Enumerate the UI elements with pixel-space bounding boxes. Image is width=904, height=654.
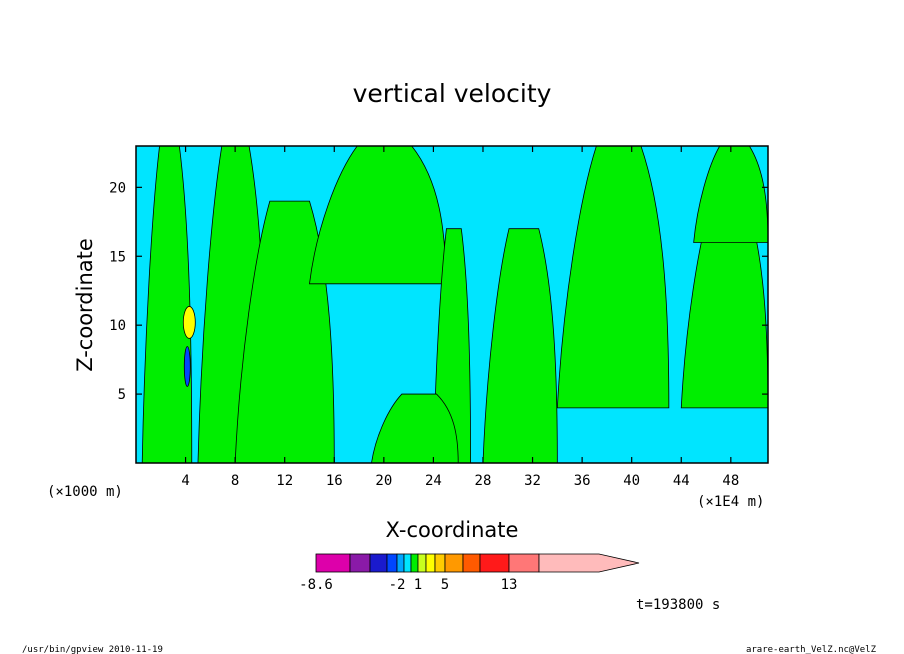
colorbar-cell <box>369 553 388 573</box>
x-tick-label: 12 <box>276 473 293 489</box>
colorbar-cell <box>462 553 481 573</box>
x-tick-label: 40 <box>623 473 640 489</box>
upward-region <box>556 146 670 409</box>
plot-area <box>135 145 769 464</box>
x-tick-label: 16 <box>326 473 343 489</box>
x-unit-left: (×1000 m) <box>47 484 123 500</box>
upward-region <box>309 146 447 285</box>
y-axis-label: Z-coordinate <box>73 238 97 372</box>
upward-region <box>141 146 193 463</box>
upward-region <box>693 146 768 243</box>
colorbar-cell <box>315 553 351 573</box>
colorbar-cell <box>403 553 412 573</box>
colorbar-cell <box>349 553 371 573</box>
plot-frame <box>135 145 769 464</box>
colorbar-tick-label: 5 <box>441 577 449 593</box>
x-tick-label: 4 <box>181 473 189 489</box>
chart-title: vertical velocity <box>353 79 552 108</box>
upward-region <box>482 228 558 463</box>
x-tick-label: 20 <box>375 473 392 489</box>
colorbar-cell <box>434 553 446 573</box>
downdraft-core <box>183 346 191 387</box>
x-unit-right: (×1E4 m) <box>697 494 764 510</box>
colorbar-cell <box>508 553 540 573</box>
colorbar-tick-label: 13 <box>501 577 518 593</box>
colorbar-cell <box>417 553 427 573</box>
colorbar-cell <box>386 553 398 573</box>
colorbar-cell <box>410 553 419 573</box>
y-tick-label: 20 <box>109 180 126 196</box>
x-tick-label: 8 <box>231 473 239 489</box>
time-label: t=193800 s <box>636 597 720 613</box>
x-tick-label: 44 <box>673 473 690 489</box>
colorbar-cell <box>538 553 640 573</box>
colorbar-cell <box>425 553 436 573</box>
x-tick-label: 28 <box>475 473 492 489</box>
y-tick-label: 10 <box>109 318 126 334</box>
x-axis-label: X-coordinate <box>386 518 519 542</box>
upward-region <box>234 200 335 463</box>
footer-left: /usr/bin/gpview 2010-11-19 <box>22 645 163 654</box>
colorbar-tick-label: 1 <box>414 577 422 593</box>
colorbar-cell <box>479 553 510 573</box>
upward-region <box>371 393 459 463</box>
x-tick-label: 48 <box>722 473 739 489</box>
colorbar-tick-label: -8.6 <box>299 577 333 593</box>
y-tick-label: 5 <box>118 387 126 403</box>
footer-right: arare-earth_VelZ.nc@VelZ <box>746 645 877 654</box>
colorbar: -8.6 -2 1 5 13 <box>299 553 640 593</box>
colorbar-tick-label: -2 <box>389 577 406 593</box>
strong-updraft-core <box>182 306 196 339</box>
colorbar-cell <box>396 553 405 573</box>
x-tick-label: 32 <box>524 473 541 489</box>
colorbar-cell <box>444 553 464 573</box>
x-tick-label: 36 <box>574 473 591 489</box>
y-tick-label: 15 <box>109 249 126 265</box>
x-tick-label: 24 <box>425 473 442 489</box>
